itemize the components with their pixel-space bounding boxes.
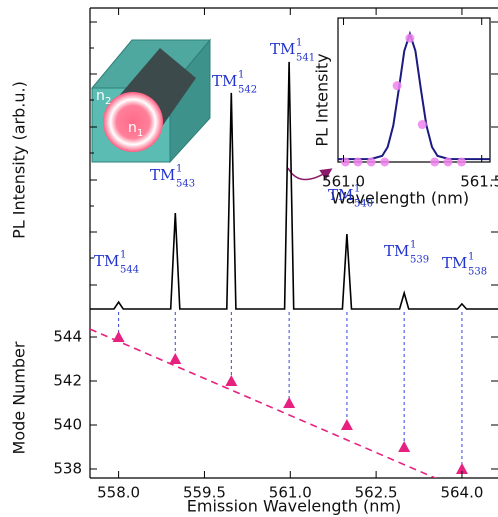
x-tick-label: 559.5	[183, 484, 226, 502]
x-tick-label: 561.0	[322, 173, 365, 191]
peak-label: TM	[212, 72, 237, 90]
marker	[225, 374, 238, 386]
marker	[340, 418, 353, 430]
x-axis-title: Emission Wavelength (nm)	[187, 497, 401, 516]
marker	[417, 120, 427, 130]
y-axis-title: Mode Number	[10, 341, 29, 454]
peak-label-sup: 1	[176, 164, 182, 175]
marker	[283, 396, 296, 408]
y-tick-label: 542	[53, 371, 82, 389]
peak-label-sub: 544	[120, 265, 139, 276]
index-label-sub: 1	[137, 128, 143, 139]
marker	[398, 440, 411, 452]
peak-label-sub: 542	[238, 85, 257, 96]
marker	[366, 157, 376, 167]
peak-label-sub: 539	[410, 255, 429, 266]
marker	[392, 81, 402, 91]
x-tick-label: 561.5	[460, 173, 498, 191]
spectrum-line	[90, 61, 498, 310]
index-label: n	[96, 88, 105, 104]
peak-label-sup: 1	[468, 252, 474, 263]
inset-x-title: Wavelength (nm)	[331, 189, 469, 208]
peak-label-sub: 540	[354, 199, 373, 210]
inset-arrow	[287, 167, 333, 181]
peak-label: TM	[328, 186, 353, 204]
peak-label-sub: 543	[176, 179, 195, 190]
x-tick-label: 564.0	[440, 484, 483, 502]
plot-area	[90, 328, 438, 478]
peak-label: TM	[384, 242, 409, 260]
x-tick-label: 558.0	[97, 484, 140, 502]
peak-label-sup: 1	[120, 250, 126, 261]
top-y-ticks	[90, 21, 498, 286]
y-axis-title: PL Intensity (arb.u.)	[10, 81, 29, 239]
marker	[405, 33, 415, 43]
peak-label-sup: 1	[354, 184, 360, 195]
fit-line	[90, 328, 438, 478]
peak-label-sup: 1	[296, 38, 302, 49]
peak-label: TM	[94, 252, 119, 270]
peak-label-sub: 538	[468, 267, 487, 278]
peak-label-sub: 541	[296, 53, 315, 64]
marker	[380, 157, 390, 167]
marker	[340, 157, 350, 167]
fiber-diagram	[90, 38, 212, 164]
index-label: n	[128, 120, 137, 136]
index-label-sub: 2	[105, 96, 111, 107]
marker	[112, 330, 125, 342]
x-tick-label: 561.0	[269, 484, 312, 502]
marker	[353, 157, 363, 167]
peak-label: TM	[150, 166, 175, 184]
inset-y-title: PL Intensity	[313, 53, 332, 146]
x-tick-label: 562.5	[355, 484, 398, 502]
marker	[443, 157, 453, 167]
marker	[457, 157, 467, 167]
peak-label: TM	[442, 254, 467, 272]
peak-label: TM	[270, 40, 295, 58]
marker	[169, 352, 182, 364]
peak-label-sup: 1	[238, 70, 244, 81]
marker	[430, 157, 440, 167]
y-tick-label: 540	[53, 415, 82, 433]
peak-label-sup: 1	[410, 240, 416, 251]
marker	[455, 462, 468, 474]
y-tick-label: 538	[53, 459, 82, 477]
y-tick-label: 544	[53, 327, 82, 345]
inset-frame	[337, 17, 491, 163]
